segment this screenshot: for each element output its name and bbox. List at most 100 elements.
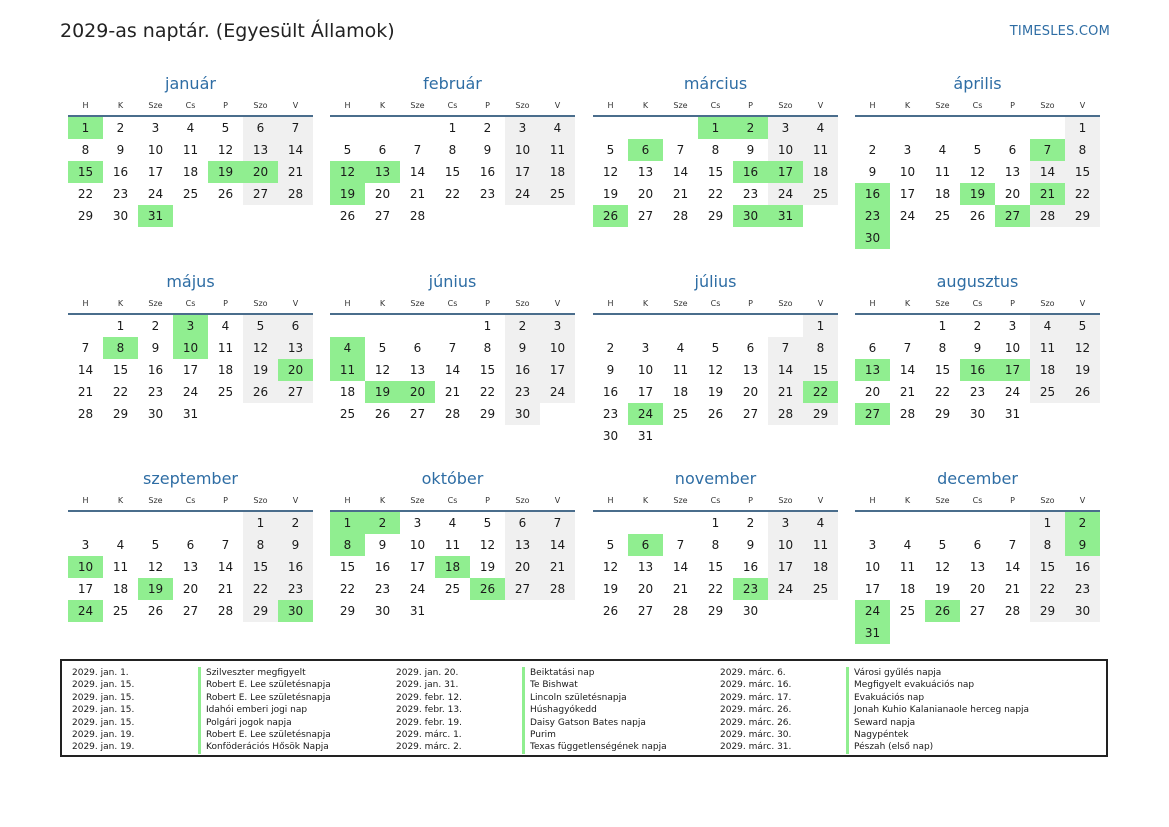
day-cell[interactable]: 24 [182,385,199,399]
day-cell[interactable]: 2 [1065,512,1100,534]
day-cell[interactable]: 12 [374,363,391,377]
day-cell[interactable]: 23 [733,578,768,600]
day-cell[interactable]: 16 [1065,556,1100,578]
day-cell[interactable]: 18 [339,385,356,399]
day-cell[interactable]: 20 [637,187,654,201]
day-cell[interactable]: 5 [483,516,492,530]
day-cell[interactable]: 27 [182,604,199,618]
day-cell[interactable]: 5 [221,121,230,135]
day-cell[interactable]: 10 [864,560,881,574]
day-cell[interactable]: 24 [68,600,103,622]
day-cell[interactable]: 22 [1030,578,1065,600]
day-cell[interactable]: 8 [103,337,138,359]
day-cell[interactable]: 21 [899,385,916,399]
day-cell[interactable]: 26 [339,209,356,223]
day-cell[interactable]: 25 [803,578,838,600]
day-cell[interactable]: 11 [803,534,838,556]
day-cell[interactable]: 25 [672,407,689,421]
day-cell[interactable]: 7 [221,538,230,552]
day-cell[interactable]: 22 [243,578,278,600]
day-cell[interactable]: 6 [243,117,278,139]
day-cell[interactable]: 17 [995,359,1030,381]
day-cell[interactable]: 23 [602,407,619,421]
day-cell[interactable]: 8 [81,143,90,157]
day-cell[interactable]: 24 [1004,385,1021,399]
day-cell[interactable]: 17 [77,582,94,596]
day-cell[interactable]: 17 [899,187,916,201]
day-cell[interactable]: 26 [1065,381,1100,403]
day-cell[interactable]: 15 [1065,161,1100,183]
day-cell[interactable]: 23 [855,205,890,227]
day-cell[interactable]: 4 [330,337,365,359]
day-cell[interactable]: 15 [68,161,103,183]
day-cell[interactable]: 17 [768,556,803,578]
day-cell[interactable]: 28 [672,604,689,618]
day-cell[interactable]: 19 [330,183,365,205]
day-cell[interactable]: 5 [938,538,947,552]
day-cell[interactable]: 11 [444,538,461,552]
day-cell[interactable]: 25 [339,407,356,421]
day-cell[interactable]: 10 [173,337,208,359]
day-cell[interactable]: 4 [938,143,947,157]
day-cell[interactable]: 7 [676,538,685,552]
day-cell[interactable]: 30 [374,604,391,618]
day-cell[interactable]: 10 [768,534,803,556]
day-cell[interactable]: 18 [112,582,129,596]
day-cell[interactable]: 6 [278,315,313,337]
day-cell[interactable]: 14 [278,139,313,161]
day-cell[interactable]: 21 [1030,183,1065,205]
day-cell[interactable]: 18 [934,187,951,201]
day-cell[interactable]: 2 [973,319,982,333]
day-cell[interactable]: 7 [81,341,90,355]
day-cell[interactable]: 10 [505,139,540,161]
day-cell[interactable]: 5 [243,315,278,337]
day-cell[interactable]: 29 [707,209,724,223]
day-cell[interactable]: 28 [768,403,803,425]
day-cell[interactable]: 5 [378,341,387,355]
day-cell[interactable]: 23 [969,385,986,399]
day-cell[interactable]: 18 [672,385,689,399]
day-cell[interactable]: 28 [217,604,234,618]
day-cell[interactable]: 6 [628,534,663,556]
day-cell[interactable]: 12 [707,363,724,377]
day-cell[interactable]: 13 [505,534,540,556]
day-cell[interactable]: 28 [899,407,916,421]
day-cell[interactable]: 29 [934,407,951,421]
day-cell[interactable]: 2 [278,512,313,534]
day-cell[interactable]: 10 [147,143,164,157]
day-cell[interactable]: 19 [365,381,400,403]
day-cell[interactable]: 21 [672,187,689,201]
day-cell[interactable]: 27 [855,403,890,425]
day-cell[interactable]: 21 [444,385,461,399]
day-cell[interactable]: 16 [147,363,164,377]
day-cell[interactable]: 11 [540,139,575,161]
day-cell[interactable]: 7 [903,341,912,355]
day-cell[interactable]: 17 [864,582,881,596]
day-cell[interactable]: 13 [243,139,278,161]
day-cell[interactable]: 28 [278,183,313,205]
day-cell[interactable]: 8 [330,534,365,556]
day-cell[interactable]: 9 [505,337,540,359]
day-cell[interactable]: 25 [217,385,234,399]
day-cell[interactable]: 20 [637,582,654,596]
day-cell[interactable]: 27 [637,604,654,618]
day-cell[interactable]: 11 [182,143,199,157]
day-cell[interactable]: 19 [208,161,243,183]
day-cell[interactable]: 16 [374,560,391,574]
day-cell[interactable]: 12 [330,161,365,183]
day-cell[interactable]: 30 [112,209,129,223]
day-cell[interactable]: 6 [378,143,387,157]
day-cell[interactable]: 29 [707,604,724,618]
day-cell[interactable]: 4 [1030,315,1065,337]
day-cell[interactable]: 8 [938,341,947,355]
day-cell[interactable]: 19 [602,582,619,596]
day-cell[interactable]: 28 [409,209,426,223]
day-cell[interactable]: 12 [602,165,619,179]
day-cell[interactable]: 4 [116,538,125,552]
day-cell[interactable]: 25 [112,604,129,618]
day-cell[interactable]: 5 [606,143,615,157]
day-cell[interactable]: 9 [116,143,125,157]
day-cell[interactable]: 13 [742,363,759,377]
day-cell[interactable]: 15 [243,556,278,578]
day-cell[interactable]: 30 [969,407,986,421]
